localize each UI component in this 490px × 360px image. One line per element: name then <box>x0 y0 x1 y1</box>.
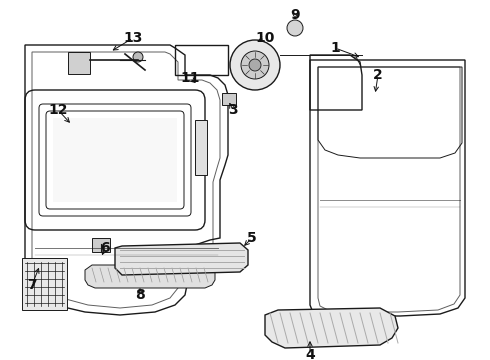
Circle shape <box>230 40 280 90</box>
Text: 3: 3 <box>228 103 238 117</box>
Polygon shape <box>85 265 215 288</box>
Text: 7: 7 <box>27 278 37 292</box>
Text: 9: 9 <box>290 8 300 22</box>
Text: 1: 1 <box>330 41 340 55</box>
Bar <box>68 52 90 74</box>
Bar <box>222 93 236 105</box>
Circle shape <box>133 52 143 62</box>
Text: 8: 8 <box>135 288 145 302</box>
Text: 5: 5 <box>247 231 257 245</box>
Polygon shape <box>265 308 398 348</box>
Circle shape <box>249 59 261 71</box>
Text: 13: 13 <box>123 31 143 45</box>
Bar <box>53 118 177 202</box>
Text: 4: 4 <box>305 348 315 360</box>
Polygon shape <box>115 243 248 275</box>
Text: 2: 2 <box>373 68 383 82</box>
Bar <box>92 238 110 252</box>
Circle shape <box>287 20 303 36</box>
Text: 10: 10 <box>255 31 275 45</box>
Circle shape <box>241 51 269 79</box>
Text: 6: 6 <box>100 241 110 255</box>
Bar <box>22 258 67 310</box>
Text: 11: 11 <box>180 71 200 85</box>
Bar <box>195 120 207 175</box>
Text: 12: 12 <box>48 103 68 117</box>
